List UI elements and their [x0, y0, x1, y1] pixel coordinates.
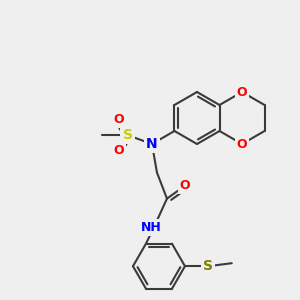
Text: O: O: [113, 144, 124, 158]
Text: NH: NH: [141, 221, 161, 234]
Text: O: O: [113, 113, 124, 126]
Text: O: O: [237, 85, 247, 98]
Text: N: N: [146, 137, 158, 151]
Text: O: O: [237, 137, 247, 151]
Text: S: S: [122, 128, 133, 142]
Text: S: S: [203, 259, 213, 273]
Text: O: O: [180, 179, 190, 192]
